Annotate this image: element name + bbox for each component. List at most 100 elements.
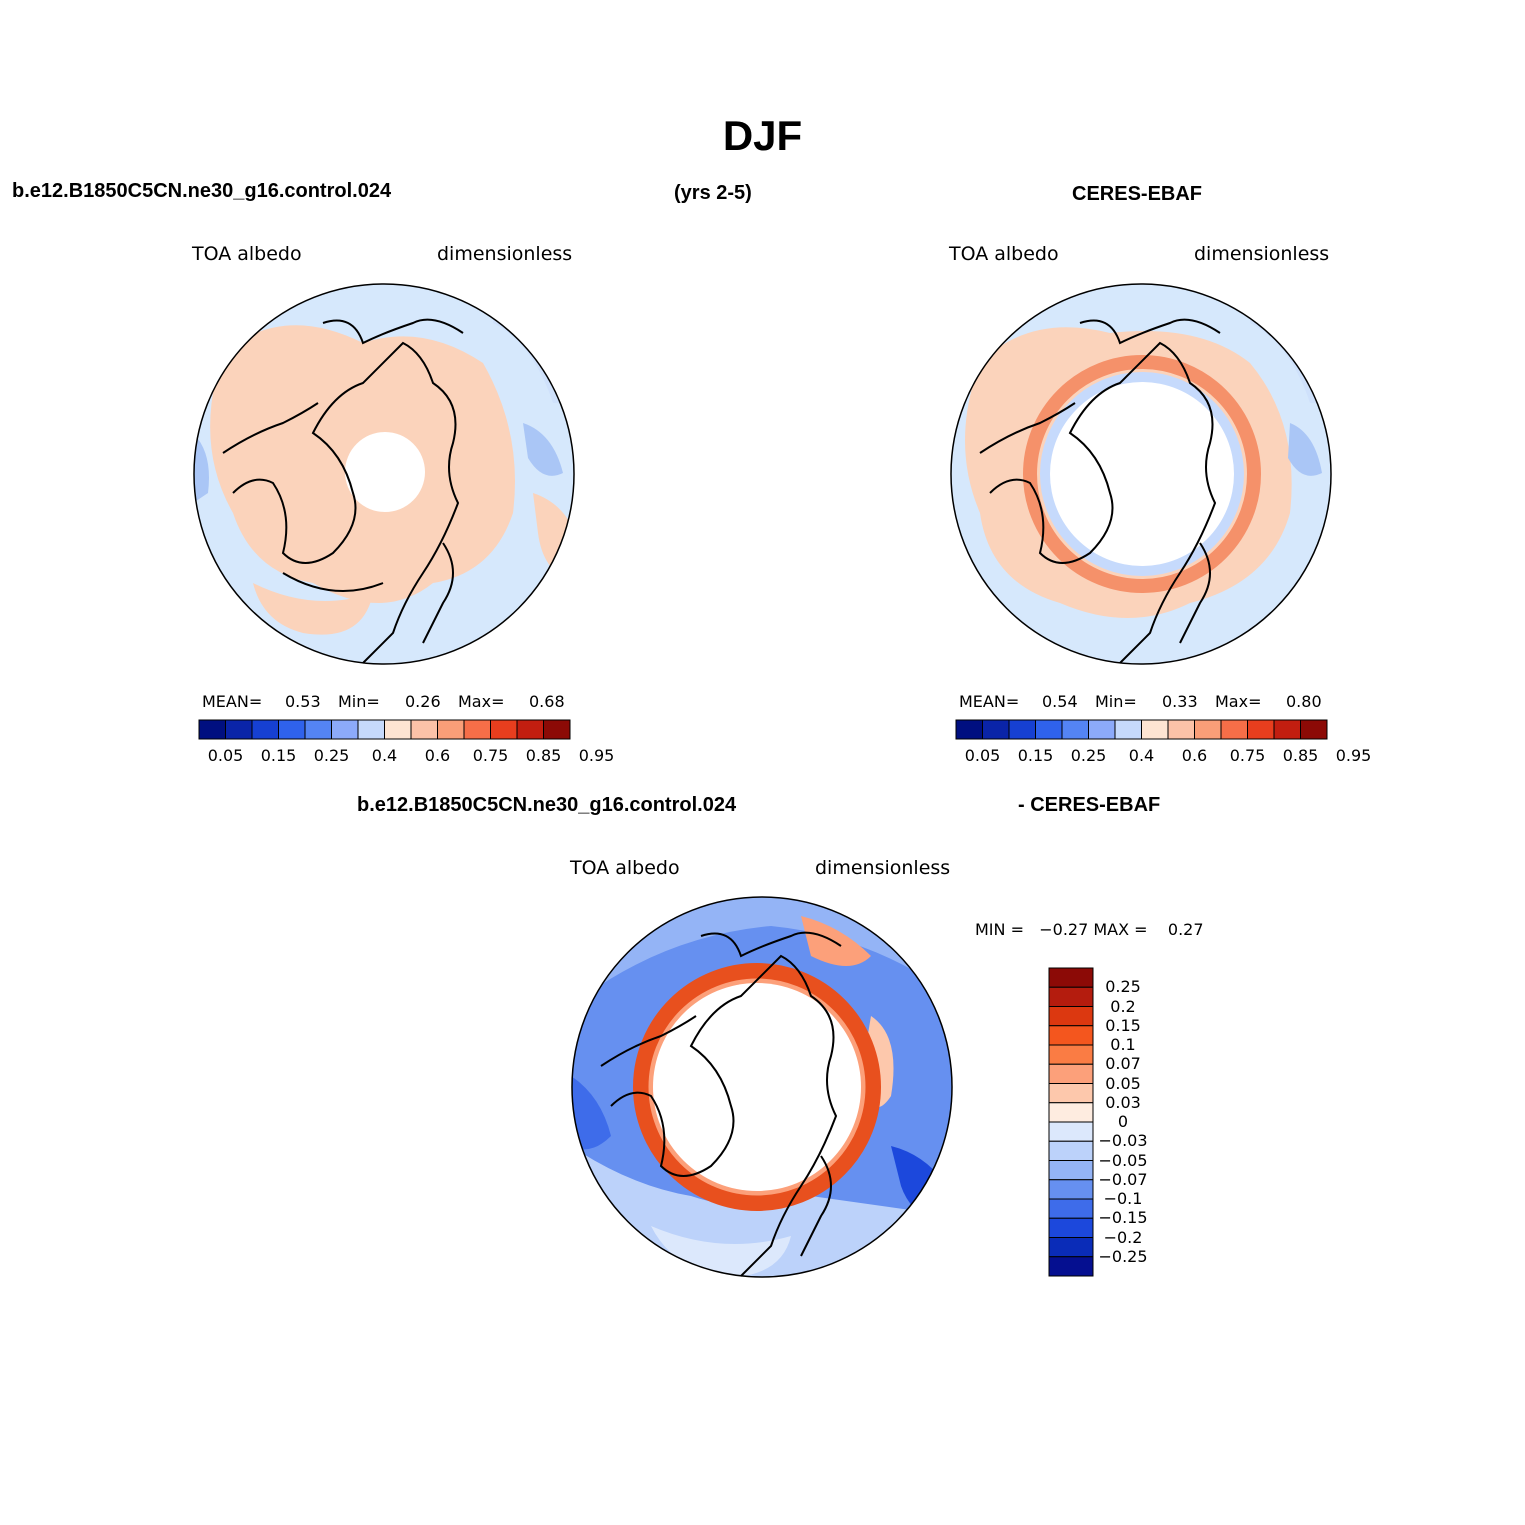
diff-minmax: MIN = −0.27 MAX = 0.27 [975, 920, 1204, 939]
difference-colorbar [1048, 967, 1094, 1277]
colorbar-swatch [955, 719, 983, 740]
colorbar-swatch [251, 719, 279, 740]
panel2-max-value: 0.80 [1286, 692, 1322, 711]
colorbar-tick-label: −0.15 [1098, 1208, 1148, 1228]
colorbar-swatch [1114, 719, 1142, 740]
colorbar-tick-label: 0 [1117, 1112, 1129, 1131]
colorbar-swatch [1008, 719, 1036, 740]
colorbar-swatch [1048, 986, 1094, 1007]
difference-polar-map [571, 896, 953, 1278]
colorbar-swatch [278, 719, 306, 740]
panel2-max-label: Max= [1215, 692, 1262, 711]
colorbar-tick-label: 0.95 [578, 746, 615, 765]
colorbar-swatch [1048, 1102, 1094, 1123]
colorbar-swatch [1247, 719, 1275, 740]
obs-colorbar [955, 719, 1328, 740]
colorbar-swatch [1048, 1179, 1094, 1200]
colorbar-swatch [1220, 719, 1248, 740]
colorbar-tick-label: 0.6 [1181, 746, 1208, 765]
years-label: (yrs 2-5) [674, 182, 752, 204]
obs-name-top: CERES-EBAF [1072, 183, 1203, 205]
panel2-min-label: Min= [1095, 692, 1137, 711]
colorbar-swatch [490, 719, 518, 740]
colorbar-swatch [304, 719, 332, 740]
colorbar-tick-label: 0.03 [1105, 1092, 1141, 1112]
panel1-max-label: Max= [458, 692, 505, 711]
colorbar-swatch [543, 719, 571, 740]
colorbar-tick-label: 0.85 [1282, 746, 1319, 765]
colorbar-tick-label: −0.05 [1098, 1150, 1148, 1170]
colorbar-tick-label: 0.25 [1105, 977, 1141, 997]
panel2-min-value: 0.33 [1162, 692, 1198, 711]
colorbar-tick-label: 0.6 [424, 746, 451, 765]
colorbar-swatch [1048, 1256, 1094, 1277]
colorbar-swatch [463, 719, 491, 740]
panel2-variable: TOA albedo [949, 243, 1059, 265]
colorbar-tick-label: 0.2 [1110, 996, 1136, 1016]
colorbar-tick-label: 0.25 [313, 746, 350, 765]
panel2-mean-value: 0.54 [1042, 692, 1078, 711]
colorbar-tick-label: −0.25 [1098, 1246, 1148, 1266]
colorbar-swatch [384, 719, 412, 740]
colorbar-swatch [1048, 1217, 1094, 1238]
colorbar-swatch [1035, 719, 1063, 740]
obs-polar-map [950, 283, 1332, 665]
panel1-min-value: 0.26 [405, 692, 441, 711]
panel2-units: dimensionless [1194, 243, 1330, 265]
colorbar-tick-label: −0.03 [1098, 1131, 1148, 1151]
colorbar-tick-label: −0.07 [1098, 1169, 1148, 1189]
panel1-mean-value: 0.53 [285, 692, 321, 711]
colorbar-swatch [982, 719, 1010, 740]
diff-variable: TOA albedo [570, 857, 680, 879]
colorbar-swatch [357, 719, 385, 740]
page-title: DJF [722, 112, 803, 159]
colorbar-swatch [1048, 1237, 1094, 1258]
panel1-variable: TOA albedo [192, 243, 302, 265]
colorbar-tick-label: 0.05 [207, 746, 244, 765]
panel1-min-label: Min= [338, 692, 380, 711]
colorbar-tick-label: 0.75 [1229, 746, 1266, 765]
colorbar-swatch [516, 719, 544, 740]
panel2-mean-label: MEAN= [959, 692, 1020, 711]
panel1-max-value: 0.68 [529, 692, 565, 711]
colorbar-swatch [1194, 719, 1222, 740]
colorbar-swatch [1088, 719, 1116, 740]
obs-name-bottom: - CERES-EBAF [1018, 794, 1161, 816]
colorbar-tick-label: 0.4 [371, 746, 398, 765]
colorbar-swatch [1167, 719, 1195, 740]
colorbar-tick-label: 0.15 [1017, 746, 1054, 765]
colorbar-tick-label: 0.95 [1335, 746, 1372, 765]
colorbar-swatch [1048, 1198, 1094, 1219]
diff-units: dimensionless [815, 857, 951, 879]
colorbar-swatch [1048, 1160, 1094, 1181]
colorbar-swatch [1048, 1063, 1094, 1084]
colorbar-swatch [225, 719, 253, 740]
colorbar-tick-label: 0.05 [964, 746, 1001, 765]
colorbar-swatch [1300, 719, 1328, 740]
colorbar-swatch [437, 719, 465, 740]
colorbar-tick-label: 0.15 [1105, 1015, 1141, 1035]
colorbar-tick-label: 0.4 [1128, 746, 1155, 765]
colorbar-tick-label: 0.85 [525, 746, 562, 765]
model-polar-map [193, 283, 575, 665]
colorbar-swatch [1048, 1121, 1094, 1142]
colorbar-swatch [1048, 1025, 1094, 1046]
colorbar-tick-label: −0.2 [1103, 1227, 1143, 1247]
colorbar-swatch [1048, 967, 1094, 988]
colorbar-tick-label: 0.75 [472, 746, 509, 765]
colorbar-swatch [331, 719, 359, 740]
colorbar-tick-label: 0.15 [260, 746, 297, 765]
colorbar-swatch [198, 719, 226, 740]
colorbar-swatch [1048, 1044, 1094, 1065]
colorbar-tick-label: 0.1 [1110, 1035, 1136, 1054]
colorbar-swatch [1061, 719, 1089, 740]
colorbar-swatch [1141, 719, 1169, 740]
case-name-top: b.e12.B1850C5CN.ne30_g16.control.024 [12, 180, 392, 202]
colorbar-tick-label: 0.07 [1105, 1054, 1141, 1074]
colorbar-swatch [1048, 1083, 1094, 1104]
panel1-mean-label: MEAN= [202, 692, 263, 711]
colorbar-swatch [1048, 1006, 1094, 1027]
colorbar-swatch [410, 719, 438, 740]
panel1-units: dimensionless [437, 243, 573, 265]
case-name-bottom: b.e12.B1850C5CN.ne30_g16.control.024 [357, 794, 737, 816]
